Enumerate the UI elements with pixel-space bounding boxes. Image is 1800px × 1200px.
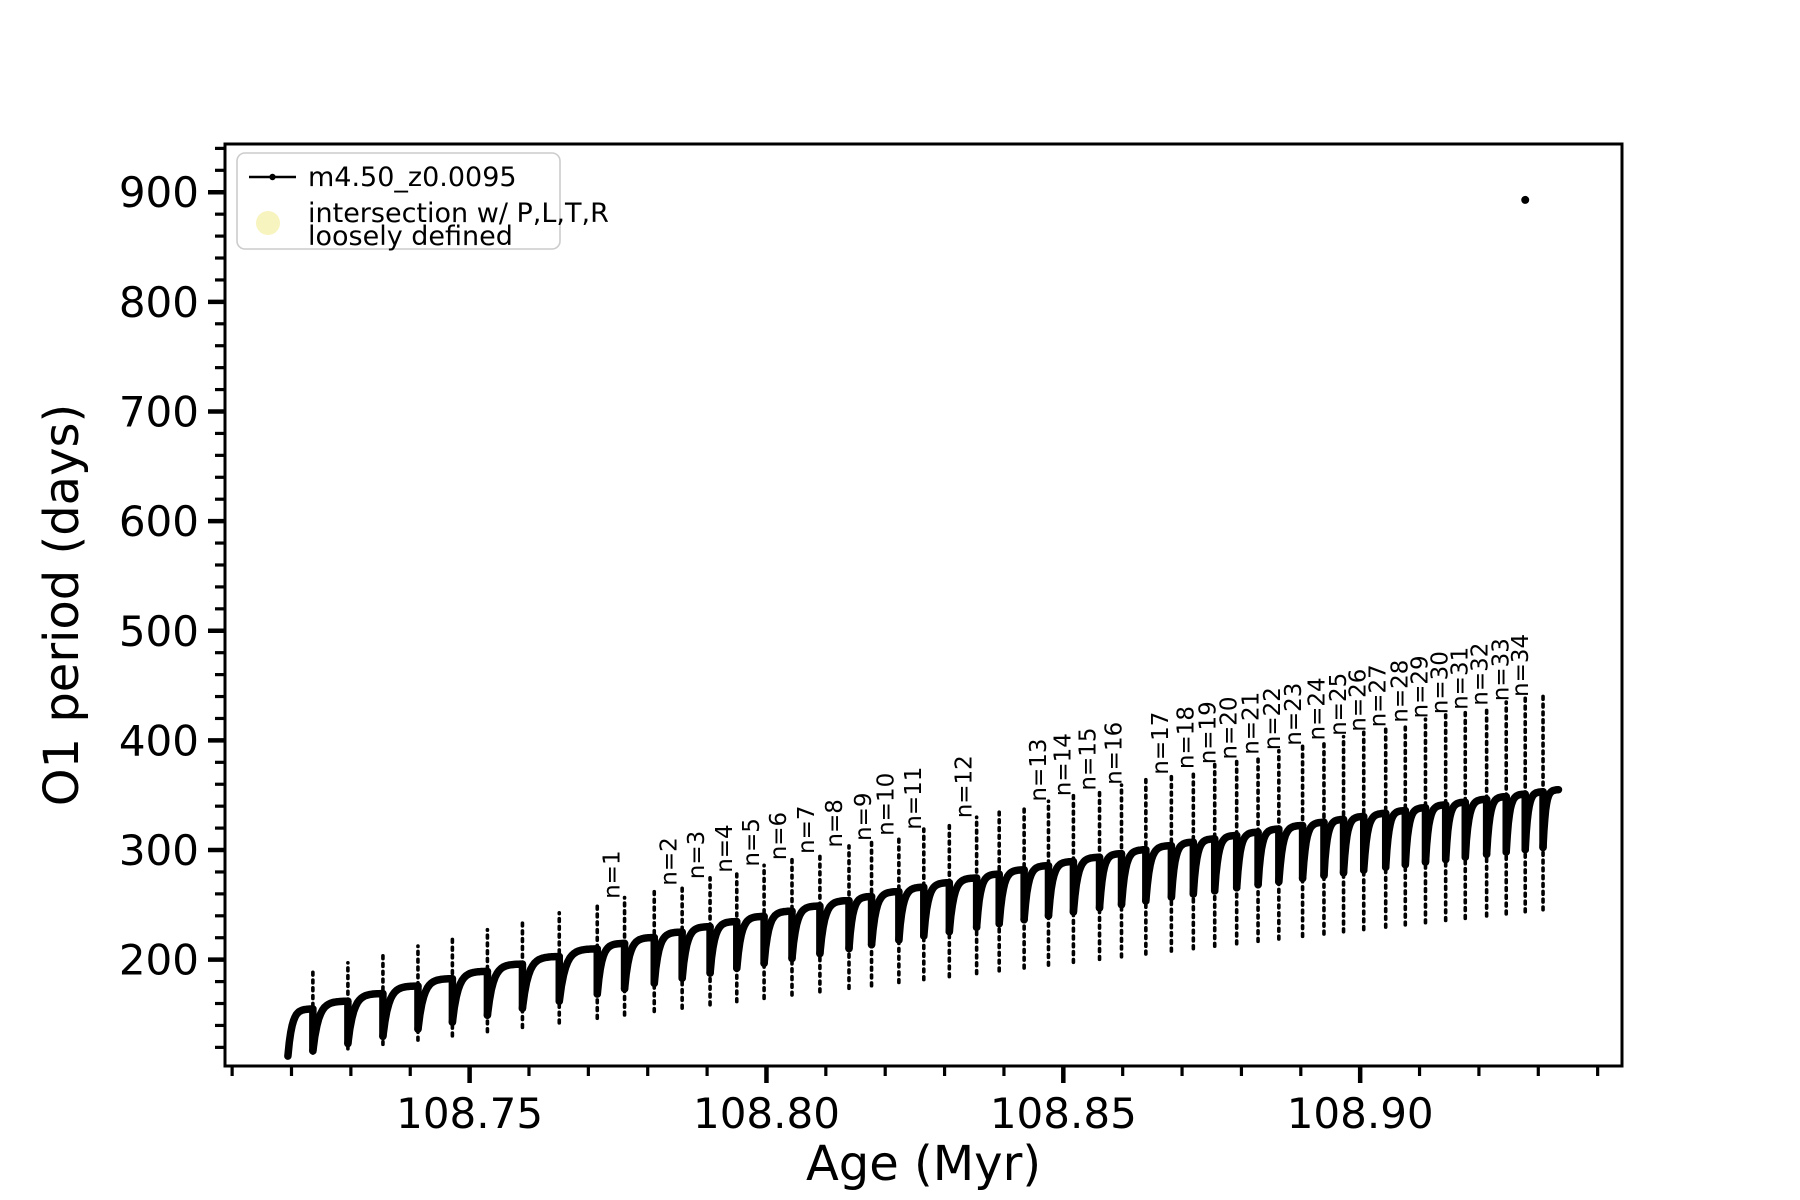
y-tick-label: 900 [119, 168, 199, 217]
scallop-segment [1142, 841, 1176, 905]
crossing-annotation: n=30 [1428, 651, 1454, 714]
crossing-annotation: n=9 [851, 793, 877, 841]
scallop-segment [344, 989, 387, 1048]
crossing-annotation: n=7 [794, 806, 820, 854]
y-tick-label: 500 [119, 607, 199, 656]
crossing-annotation: n=2 [656, 837, 682, 885]
scallop-segment [379, 982, 422, 1041]
scallop-segment [309, 997, 352, 1055]
scallop-segment [895, 883, 928, 944]
crossing-annotation: n=6 [766, 812, 792, 860]
scallop-segment [1539, 785, 1563, 852]
crossing-annotation: n=29 [1407, 655, 1433, 718]
crossing-annotation: n=18 [1173, 706, 1199, 769]
scallop-segment [1069, 853, 1104, 916]
legend-box [236, 152, 561, 250]
crossing-annotation: n=3 [684, 831, 710, 879]
crossing-annotation: n=1 [599, 850, 625, 898]
scallop-segment [845, 892, 876, 953]
crossing-annotation: n=27 [1366, 664, 1392, 727]
scallop-segment [483, 960, 527, 1019]
legend: m4.50_z0.0095 intersection w/ P,L,T,Rloos… [236, 152, 609, 252]
crossing-annotation: n=24 [1305, 677, 1331, 740]
crossing-annotation: n=23 [1281, 683, 1307, 746]
scallop-segment [945, 874, 981, 936]
scallop-segment [733, 912, 768, 972]
crossing-annotation: n=19 [1195, 701, 1221, 764]
scallop-segment [284, 1005, 317, 1060]
scallop-segment [1020, 861, 1053, 924]
y-axis-label: O1 period (days) [34, 404, 90, 807]
scallop-segment [678, 922, 714, 982]
crossing-annotation: n=21 [1239, 692, 1265, 755]
scallop-segment [760, 907, 796, 968]
scallop-segment [518, 952, 564, 1013]
crossing-annotation: n=14 [1051, 733, 1077, 796]
crossing-annotation: n=15 [1075, 727, 1101, 790]
y-tick-label: 200 [119, 936, 199, 985]
crossing-annotation: n=16 [1102, 722, 1128, 785]
scallop-segment [414, 974, 457, 1033]
legend-entry-intersection-label-line2: loosely defined [308, 221, 513, 252]
crossing-annotation: n=33 [1489, 638, 1515, 701]
scallop-segment [1275, 821, 1307, 886]
y-tick-label: 700 [119, 388, 199, 437]
crossing-annotation: n=34 [1508, 634, 1534, 697]
crossing-annotation: n=12 [951, 755, 977, 818]
crossing-annotation: n=28 [1388, 660, 1414, 723]
crossing-annotation: n=25 [1326, 673, 1352, 736]
crossing-annotation: n=26 [1346, 669, 1372, 732]
scallop-segment [816, 896, 853, 958]
plot-spines [223, 142, 1624, 1068]
crossing-annotation: n=17 [1148, 712, 1174, 775]
x-tick-label: 108.75 [396, 1089, 543, 1138]
crossing-annotation: n=32 [1467, 643, 1493, 706]
legend-entry-series-label: m4.50_z0.0095 [308, 162, 517, 193]
x-axis-label: Age (Myr) [806, 1136, 1041, 1192]
x-tick-label: 108.90 [1287, 1089, 1434, 1138]
x-tick-label: 108.85 [990, 1089, 1137, 1138]
scallop-segment [555, 945, 602, 1005]
legend-entry-intersection-label-line1: intersection w/ P,L,T,R [308, 198, 609, 229]
x-tick-label: 108.80 [693, 1089, 840, 1138]
crossing-annotation: n=20 [1217, 696, 1243, 759]
crossing-annotation: n=8 [822, 799, 848, 847]
crossing-annotation: n=5 [739, 818, 765, 866]
scallop-segment [972, 870, 1003, 932]
outlier-point [1521, 195, 1530, 204]
scallop-segment [920, 878, 954, 940]
y-tick-label: 300 [119, 826, 199, 875]
series-m450-z00095: n=1 n=2 n=3 n=4 n=5 n=6 n=7 n=8 n=9n=10 n=11 n=12 n… [284, 195, 1563, 1060]
scallop-segment [448, 967, 492, 1026]
legend-line-marker-dot [269, 173, 276, 181]
crossing-annotation: n=13 [1026, 738, 1052, 801]
crossing-annotation: n=22 [1260, 687, 1286, 750]
scallop-segment [620, 933, 659, 993]
legend-intersection-marker [256, 211, 280, 235]
scallop-segment [650, 928, 686, 988]
scallop-segment [867, 887, 903, 949]
crossing-annotation: n=11 [901, 767, 927, 830]
crossing-annotation: n=10 [874, 773, 900, 836]
scallop-segment [1044, 857, 1078, 920]
y-tick-label: 600 [119, 497, 199, 546]
crossing-annotation: n=4 [712, 824, 738, 872]
crossing-annotation: n=31 [1448, 647, 1474, 710]
scallop-segment [995, 866, 1028, 928]
scallop-segment [1117, 845, 1150, 909]
scallop-segment [706, 917, 741, 977]
scallop-segment [593, 939, 629, 998]
y-tick-label: 800 [119, 278, 199, 327]
y-tick-label: 400 [119, 716, 199, 765]
scallop-segment [788, 902, 824, 963]
